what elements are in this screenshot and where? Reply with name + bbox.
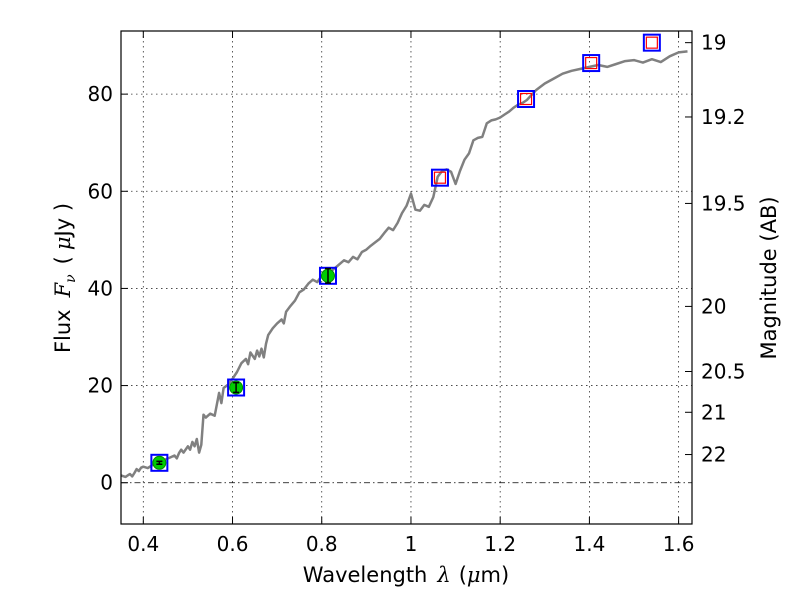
y-tick-label: 0 [100,471,113,495]
model-photometry-marker [582,54,601,73]
model-photometry-marker [150,453,169,472]
model-photometry-marker [227,378,246,397]
magnitude-axis-label: Magnitude (AB) [757,196,781,359]
x-tick-label: 1.2 [484,532,516,556]
magnitude-axis-ticks: 19 19.2 19.5 20 20.5 21 22 [685,31,746,467]
magnitude-tick-label: 19.5 [701,191,746,215]
y-tick-label: 40 [88,276,113,300]
y-axis-ticks: 0 20 40 60 80 [88,82,128,495]
magnitude-tick-label: 20 [701,294,726,318]
model-photometry-marker [430,168,449,187]
photometry-markers [150,33,661,472]
x-axis-label: Wavelength λ (μm) [303,563,509,587]
upper-limit-marker [519,92,533,106]
x-tick-label: 0.8 [306,532,338,556]
y-axis-label: FluxFν(μJy ) [51,203,79,353]
magnitude-tick-label: 22 [701,443,726,467]
upper-limit-marker [433,171,447,184]
model-photometry-marker [517,90,536,108]
model-photometry-marker [642,33,661,52]
magnitude-tick-label: 19 [701,31,726,55]
y-tick-label: 20 [88,374,113,398]
x-axis-ticks: 0.4 0.6 0.8 1 1.2 1.4 1.6 [127,31,695,556]
x-tick-label: 0.4 [127,532,159,556]
x-tick-label: 1.4 [573,532,605,556]
y-tick-label: 60 [88,179,113,203]
spectrum-line [120,50,688,479]
plot-frame [120,30,693,525]
magnitude-tick-label: 20.5 [701,359,746,383]
x-tick-label: 1.6 [663,532,695,556]
y-tick-label: 80 [88,82,113,106]
x-tick-label: 1 [405,532,418,556]
grid-lines [121,31,692,524]
spectrum-series [120,50,688,479]
upper-limit-marker [585,56,598,70]
x-tick-label: 0.6 [217,532,249,556]
magnitude-tick-label: 19.2 [701,105,746,129]
upper-limit-marker [645,36,658,49]
magnitude-tick-label: 21 [701,400,726,424]
